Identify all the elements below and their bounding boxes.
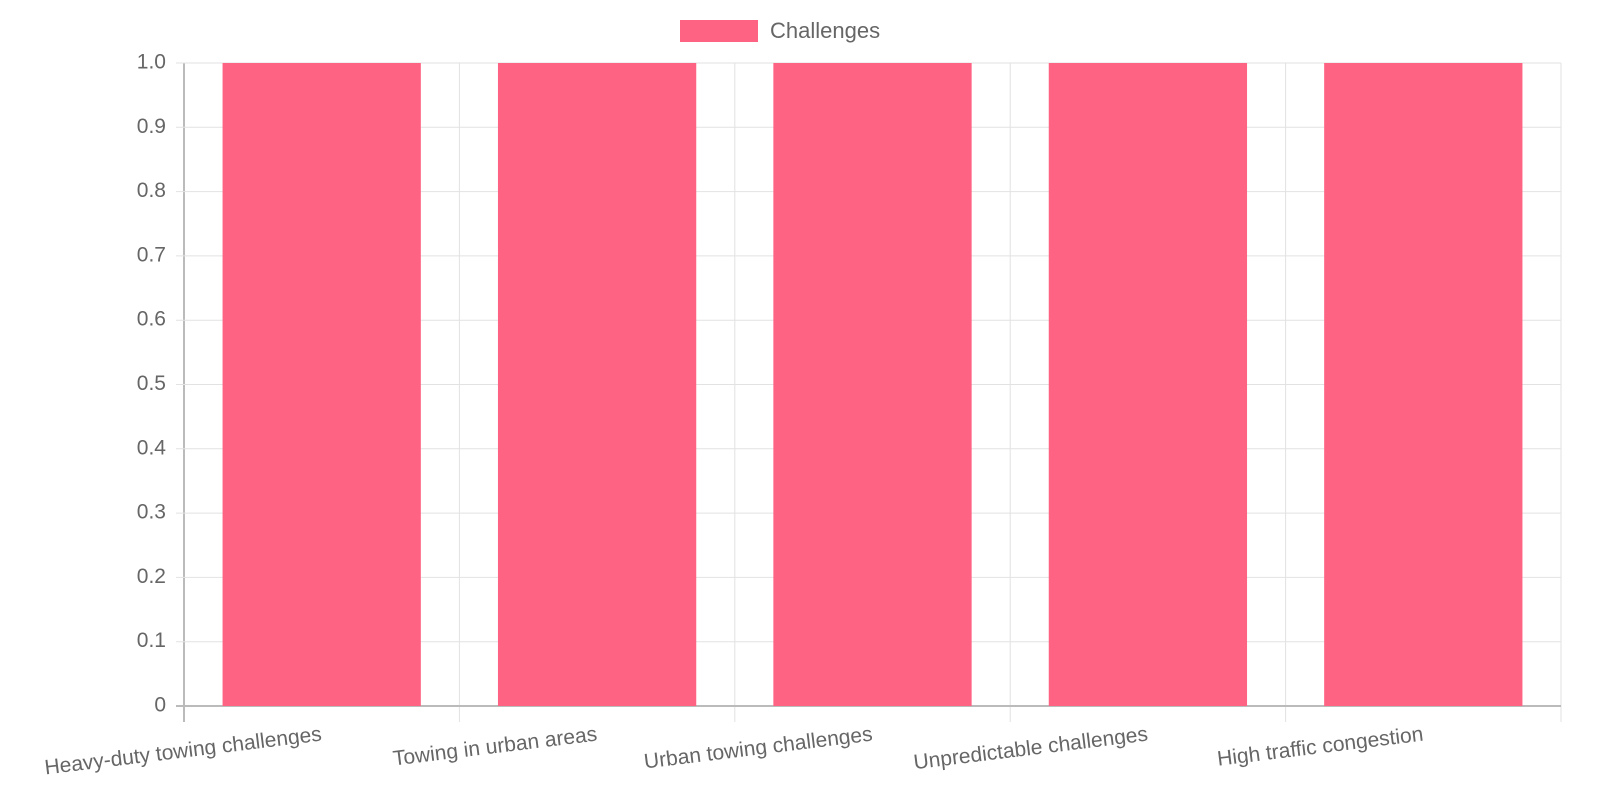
y-tick-label: 0.2: [137, 565, 166, 588]
x-tick-label: Heavy-duty towing challenges: [43, 723, 323, 780]
y-tick-label: 0.8: [137, 179, 166, 202]
bar: [222, 63, 421, 706]
x-tick-label: Urban towing challenges: [643, 723, 874, 774]
legend-label: Challenges: [770, 18, 880, 43]
bar: [1324, 63, 1523, 706]
y-tick-label: 0.9: [137, 115, 166, 138]
y-tick-label: 0.1: [137, 629, 166, 652]
legend-swatch: [680, 20, 758, 42]
x-tick-label: High traffic congestion: [1216, 723, 1425, 771]
y-tick-label: 0.4: [137, 436, 167, 459]
y-tick-label: 0.7: [137, 243, 166, 266]
y-tick-label: 0: [154, 694, 166, 717]
bar: [497, 63, 697, 706]
y-tick-label: 1.0: [137, 51, 166, 74]
bar: [773, 63, 972, 706]
y-tick-label: 0.3: [137, 501, 166, 524]
y-tick-label: 0.5: [137, 372, 166, 395]
y-tick-label: 0.6: [137, 308, 166, 331]
x-tick-label: Unpredictable challenges: [912, 723, 1149, 775]
x-tick-label: Towing in urban areas: [392, 723, 599, 771]
bar: [1048, 63, 1248, 706]
